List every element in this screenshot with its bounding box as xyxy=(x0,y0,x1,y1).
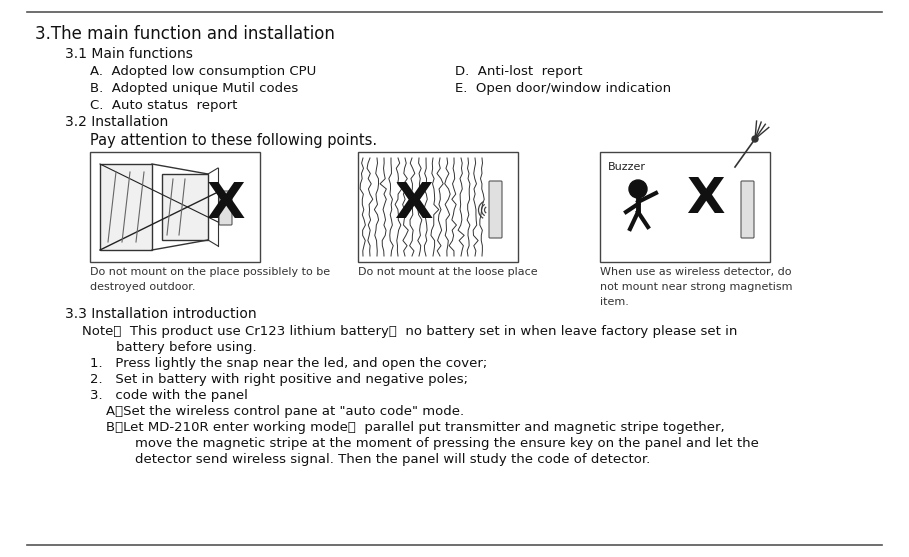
Text: X: X xyxy=(685,175,724,223)
Text: move the magnetic stripe at the moment of pressing the ensure key on the panel a: move the magnetic stripe at the moment o… xyxy=(118,437,759,450)
Text: When use as wireless detector, do
not mount near strong magnetism
item.: When use as wireless detector, do not mo… xyxy=(600,267,793,306)
Text: Note：  This product use Cr123 lithium battery，  no battery set in when leave fac: Note： This product use Cr123 lithium bat… xyxy=(82,325,737,338)
Bar xyxy=(162,174,208,240)
Text: 3.2 Installation: 3.2 Installation xyxy=(65,115,168,129)
Text: battery before using.: battery before using. xyxy=(82,341,256,354)
Text: detector send wireless signal. Then the panel will study the code of detector.: detector send wireless signal. Then the … xyxy=(118,453,650,466)
Text: 3.The main function and installation: 3.The main function and installation xyxy=(35,25,335,43)
Text: E.  Open door/window indication: E. Open door/window indication xyxy=(455,82,671,95)
Text: B.  Adopted unique Mutil codes: B. Adopted unique Mutil codes xyxy=(90,82,298,95)
FancyBboxPatch shape xyxy=(219,191,232,225)
Bar xyxy=(358,152,518,262)
Bar xyxy=(600,152,770,262)
Text: A.  Adopted low consumption CPU: A. Adopted low consumption CPU xyxy=(90,65,316,78)
FancyBboxPatch shape xyxy=(489,181,502,238)
Bar xyxy=(90,152,260,262)
Text: A、Set the wireless control pane at "auto code" mode.: A、Set the wireless control pane at "auto… xyxy=(106,405,464,418)
Circle shape xyxy=(629,180,647,198)
Circle shape xyxy=(752,136,758,142)
Text: Do not mount at the loose place: Do not mount at the loose place xyxy=(358,267,537,277)
Text: Pay attention to these following points.: Pay attention to these following points. xyxy=(90,133,377,148)
Text: 1.   Press lightly the snap near the led, and open the cover;: 1. Press lightly the snap near the led, … xyxy=(90,357,487,370)
Text: 2.   Set in battery with right positive and negative poles;: 2. Set in battery with right positive an… xyxy=(90,373,468,386)
Text: X: X xyxy=(394,180,433,228)
Text: D.  Anti-lost  report: D. Anti-lost report xyxy=(455,65,583,78)
Text: B、Let MD-210R enter working mode，  parallel put transmitter and magnetic stripe : B、Let MD-210R enter working mode， parall… xyxy=(106,421,724,434)
Bar xyxy=(100,164,152,250)
Text: 3.1 Main functions: 3.1 Main functions xyxy=(65,47,193,61)
Text: X: X xyxy=(205,180,245,228)
Text: Do not mount on the place possiblely to be
destroyed outdoor.: Do not mount on the place possiblely to … xyxy=(90,267,330,292)
FancyBboxPatch shape xyxy=(741,181,754,238)
Text: Buzzer: Buzzer xyxy=(608,162,646,172)
Text: 3.3 Installation introduction: 3.3 Installation introduction xyxy=(65,307,256,321)
Text: 3.   code with the panel: 3. code with the panel xyxy=(90,389,248,402)
Text: C.  Auto status  report: C. Auto status report xyxy=(90,99,237,112)
